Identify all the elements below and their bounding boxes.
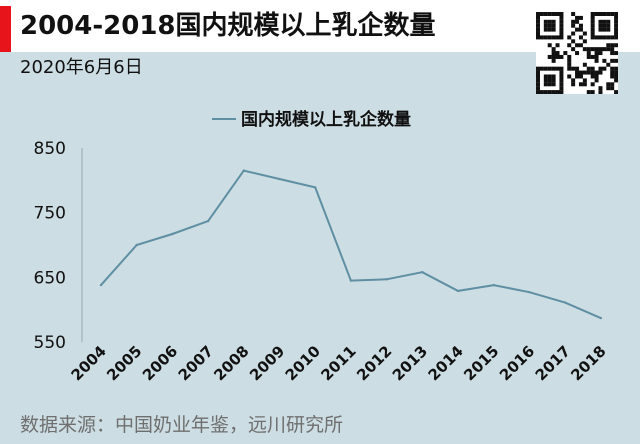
data-point — [278, 177, 281, 181]
publish-date: 2020年6月6日 — [20, 57, 143, 78]
data-point — [528, 291, 531, 294]
x-tick-label: 2008 — [210, 342, 252, 384]
data-point — [492, 283, 495, 287]
x-tick-label: 2016 — [496, 342, 538, 384]
data-point — [456, 289, 460, 293]
page-title: 2004-2018国内规模以上乳企数量 — [20, 11, 436, 41]
x-tick-label: 2015 — [460, 342, 502, 384]
x-tick-label: 2007 — [175, 342, 217, 384]
data-point — [421, 270, 424, 274]
data-point — [135, 243, 138, 247]
x-tick-label: 2009 — [246, 342, 288, 384]
title-bar — [0, 0, 640, 52]
data-point — [171, 232, 174, 236]
x-tick-label: 2010 — [282, 342, 324, 384]
data-point — [385, 278, 388, 281]
data-point — [242, 169, 245, 172]
y-tick-label: 650 — [34, 268, 66, 288]
y-tick-label: 550 — [34, 333, 66, 353]
x-tick-label: 2014 — [425, 342, 467, 384]
data-point — [349, 279, 353, 282]
series-line — [100, 169, 602, 320]
y-tick-label: 850 — [34, 139, 66, 159]
legend-label: 国内规模以上乳企数量 — [241, 109, 411, 130]
x-tick-label: 2011 — [317, 342, 359, 384]
data-point — [206, 219, 210, 223]
x-tick-label: 2013 — [389, 342, 431, 384]
x-tick-label: 2012 — [353, 342, 395, 384]
x-tick-label: 2004 — [68, 342, 110, 384]
x-tick-label: 2006 — [139, 342, 181, 384]
data-point — [599, 316, 602, 320]
data-point — [99, 283, 103, 287]
data-point — [314, 186, 317, 189]
y-axis-ticks: 550 650 750 850 — [34, 139, 66, 353]
red-accent-bar — [0, 6, 11, 52]
x-axis-ticks: 2004200520062007200820092010201120122013… — [68, 342, 610, 384]
x-tick-label: 2017 — [532, 342, 574, 384]
source-note: 数据来源：中国奶业年鉴，远川研究所 — [20, 414, 344, 436]
data-points — [99, 169, 602, 320]
x-tick-label: 2005 — [103, 342, 145, 384]
x-tick-label: 2018 — [567, 342, 609, 384]
data-point — [563, 301, 567, 304]
y-tick-label: 750 — [34, 204, 66, 224]
qr-code-icon — [536, 12, 618, 94]
legend: 国内规模以上乳企数量 — [212, 109, 411, 130]
